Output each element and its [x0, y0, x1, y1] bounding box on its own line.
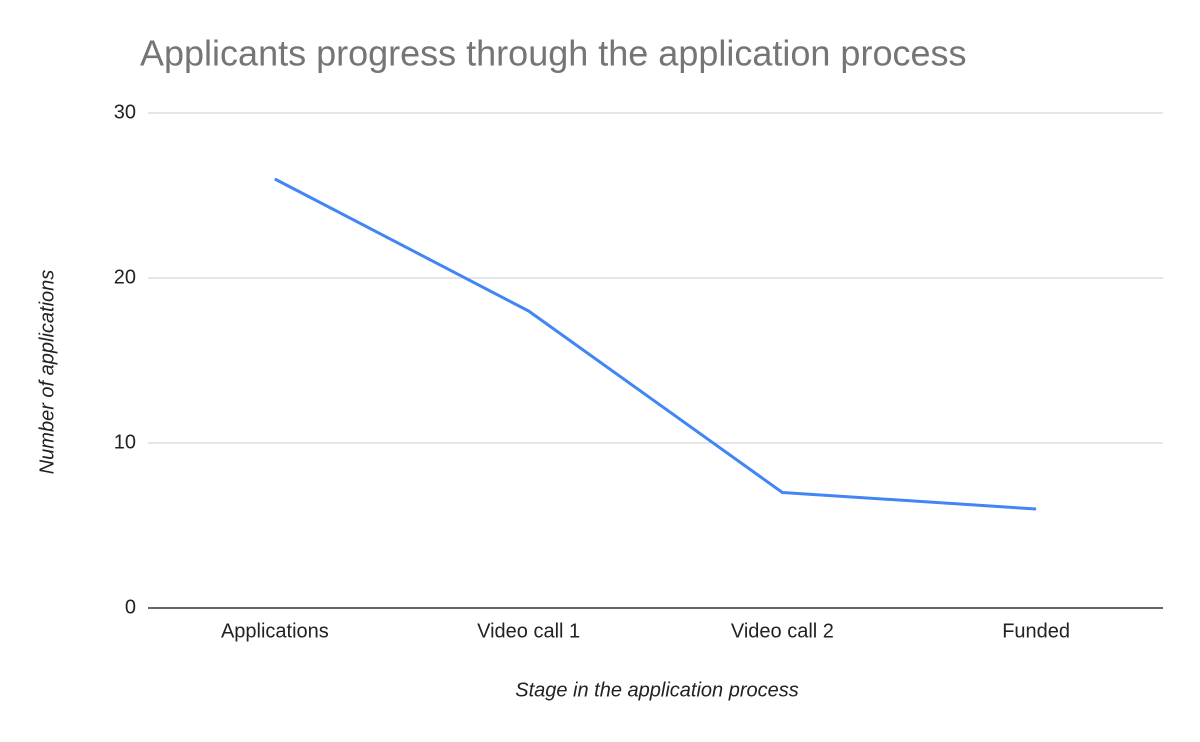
- y-tick-label: 20: [114, 266, 136, 288]
- y-tick-label: 10: [114, 431, 136, 453]
- x-axis-title: Stage in the application process: [515, 679, 799, 701]
- x-tick-label: Funded: [1002, 620, 1070, 642]
- y-axis-title: Number of applications: [36, 270, 58, 475]
- y-tick-label: 0: [125, 596, 136, 618]
- y-tick-label: 30: [114, 101, 136, 123]
- chart-title: Applicants progress through the applicat…: [140, 33, 967, 74]
- x-tick-label: Applications: [221, 620, 329, 642]
- x-tick-label: Video call 2: [731, 620, 834, 642]
- x-tick-label: Video call 1: [477, 620, 580, 642]
- data-line: [274, 177, 1037, 511]
